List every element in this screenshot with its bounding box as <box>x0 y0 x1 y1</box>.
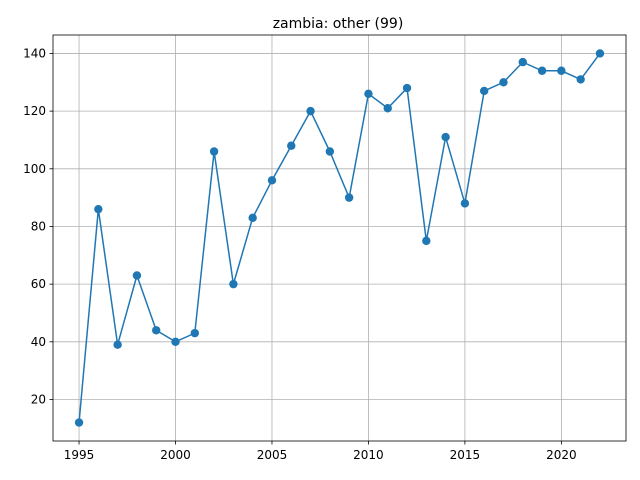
data-point <box>557 66 566 75</box>
data-point <box>595 49 605 58</box>
data-point <box>229 279 238 289</box>
data-point <box>152 326 161 335</box>
plot-frame <box>52 34 627 442</box>
series-line <box>78 53 601 423</box>
x-tick-label: 1995 <box>64 448 95 462</box>
x-tick-label: 2000 <box>160 448 191 462</box>
data-point <box>209 147 219 156</box>
y-tick-label: 120 <box>23 104 46 118</box>
data-point <box>248 213 257 223</box>
data-point <box>171 337 180 347</box>
chart-title: zambia: other (99) <box>273 16 404 32</box>
y-tick-label: 140 <box>23 46 46 60</box>
data-point <box>74 418 84 427</box>
y-tick-label: 100 <box>23 162 46 176</box>
data-point <box>537 66 547 75</box>
data-point <box>306 106 315 116</box>
data-point <box>190 328 200 338</box>
data-point <box>422 236 431 246</box>
series-layer <box>74 49 605 427</box>
data-point <box>132 271 142 280</box>
data-point <box>267 176 277 185</box>
grid <box>53 35 626 441</box>
x-tick-label: 2015 <box>450 448 481 462</box>
y-tick-label: 80 <box>31 219 46 233</box>
y-tick-label: 60 <box>31 277 46 291</box>
data-point <box>287 141 296 150</box>
data-point <box>402 83 412 93</box>
x-tick-label: 2010 <box>353 448 384 462</box>
data-point <box>325 147 335 156</box>
axis-ticks: 1995 2000 2005 2010 2015 20202040608010012014… <box>23 46 577 462</box>
data-point <box>344 193 354 202</box>
data-point <box>113 340 122 349</box>
data-point <box>383 104 392 113</box>
y-tick-label: 20 <box>31 392 46 406</box>
data-point <box>94 204 103 214</box>
data-point <box>479 86 489 96</box>
y-tick-label: 40 <box>31 335 46 349</box>
data-point <box>518 57 527 67</box>
data-point <box>364 89 373 99</box>
data-point <box>460 199 470 208</box>
x-tick-label: 2005 <box>257 448 288 462</box>
data-point <box>441 132 450 142</box>
x-tick-label: 2020 <box>546 448 577 462</box>
data-point <box>499 78 508 87</box>
data-point <box>576 75 585 84</box>
